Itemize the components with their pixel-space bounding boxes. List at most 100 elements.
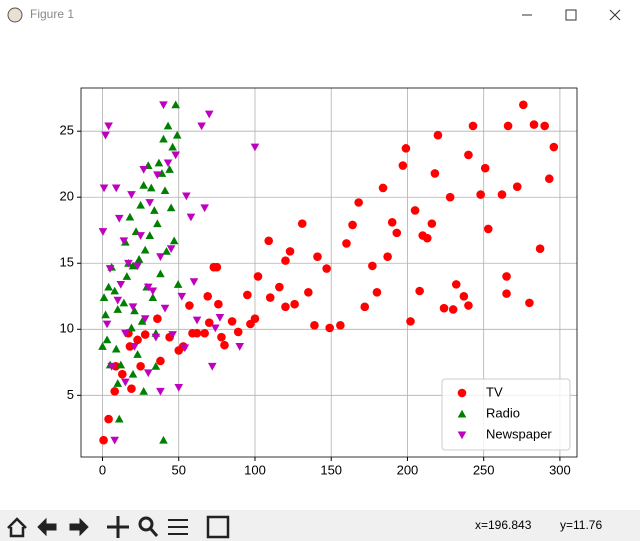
point xyxy=(160,304,170,313)
app-icon xyxy=(7,7,23,23)
point xyxy=(140,330,150,339)
y-tick-label: 25 xyxy=(60,123,74,138)
point xyxy=(544,174,554,184)
point xyxy=(372,288,382,297)
point xyxy=(111,344,121,353)
legend-label: Radio xyxy=(486,405,520,420)
point xyxy=(107,362,116,371)
point xyxy=(154,158,164,167)
close-button[interactable] xyxy=(609,9,621,21)
point xyxy=(313,252,322,261)
point xyxy=(512,182,522,191)
x-tick-label: 150 xyxy=(320,462,342,477)
point xyxy=(130,306,139,315)
maximize-button[interactable] xyxy=(565,9,577,21)
point xyxy=(445,192,455,202)
point xyxy=(220,340,229,350)
legend-marker xyxy=(457,431,467,440)
point xyxy=(143,369,153,378)
forward-button[interactable] xyxy=(69,517,89,537)
legend-label: Newspaper xyxy=(486,426,552,441)
point xyxy=(113,379,123,387)
point xyxy=(133,350,142,358)
point xyxy=(157,169,167,177)
point xyxy=(448,305,458,314)
point xyxy=(153,171,162,180)
point xyxy=(529,120,539,129)
point xyxy=(110,286,119,295)
point xyxy=(342,239,351,248)
point xyxy=(476,190,485,199)
point xyxy=(127,323,136,332)
point xyxy=(133,335,142,345)
point xyxy=(418,231,427,240)
point xyxy=(104,122,113,131)
point xyxy=(177,292,187,301)
point xyxy=(427,219,437,228)
point xyxy=(180,344,190,353)
point xyxy=(153,314,162,324)
axes-frame xyxy=(80,87,578,458)
configure-button[interactable] xyxy=(168,519,188,535)
point xyxy=(140,315,150,324)
point xyxy=(322,264,331,273)
save-button[interactable] xyxy=(206,515,230,539)
point xyxy=(483,224,493,234)
toolbar xyxy=(0,510,640,541)
point xyxy=(214,299,223,309)
point xyxy=(119,298,129,307)
point xyxy=(159,134,168,143)
point xyxy=(146,183,156,192)
point xyxy=(354,198,363,207)
point xyxy=(410,206,420,215)
point xyxy=(171,100,180,109)
point xyxy=(145,231,155,239)
title-bar xyxy=(0,0,640,30)
point xyxy=(113,296,123,305)
point xyxy=(398,161,408,170)
point xyxy=(159,435,168,444)
point xyxy=(451,280,461,289)
point xyxy=(111,184,121,193)
point xyxy=(186,213,196,222)
point xyxy=(430,169,440,178)
point xyxy=(204,110,214,119)
point xyxy=(217,332,226,342)
point xyxy=(113,305,123,313)
point xyxy=(143,283,153,292)
point xyxy=(503,121,513,131)
point xyxy=(497,190,507,199)
point xyxy=(439,303,449,313)
point xyxy=(101,310,110,319)
point xyxy=(139,166,148,174)
legend-marker xyxy=(457,409,467,418)
point xyxy=(253,272,263,281)
point xyxy=(264,236,273,246)
pan-button[interactable] xyxy=(107,516,129,538)
point xyxy=(139,181,148,189)
point xyxy=(464,301,473,310)
point xyxy=(189,278,199,287)
point xyxy=(250,314,260,324)
point xyxy=(153,219,162,228)
back-button[interactable] xyxy=(37,517,57,537)
point xyxy=(137,317,147,325)
point xyxy=(165,165,174,173)
point xyxy=(169,236,179,245)
chart: 0 50 100 150 200 250 300 5 10 15 20 25 TV Radio Newspa… xyxy=(60,87,578,477)
point xyxy=(116,280,126,289)
point xyxy=(127,191,136,199)
point xyxy=(360,302,370,312)
point xyxy=(163,121,173,130)
point xyxy=(265,293,275,302)
x-tick-label: 0 xyxy=(99,462,106,477)
y-tick-label: 15 xyxy=(60,255,74,270)
point xyxy=(200,328,209,338)
point xyxy=(130,343,139,351)
zoom-button[interactable] xyxy=(138,516,154,532)
point xyxy=(502,272,511,281)
point xyxy=(104,282,113,291)
x-tick-label: 300 xyxy=(549,462,571,477)
point xyxy=(378,183,388,193)
home-button[interactable] xyxy=(7,517,27,538)
